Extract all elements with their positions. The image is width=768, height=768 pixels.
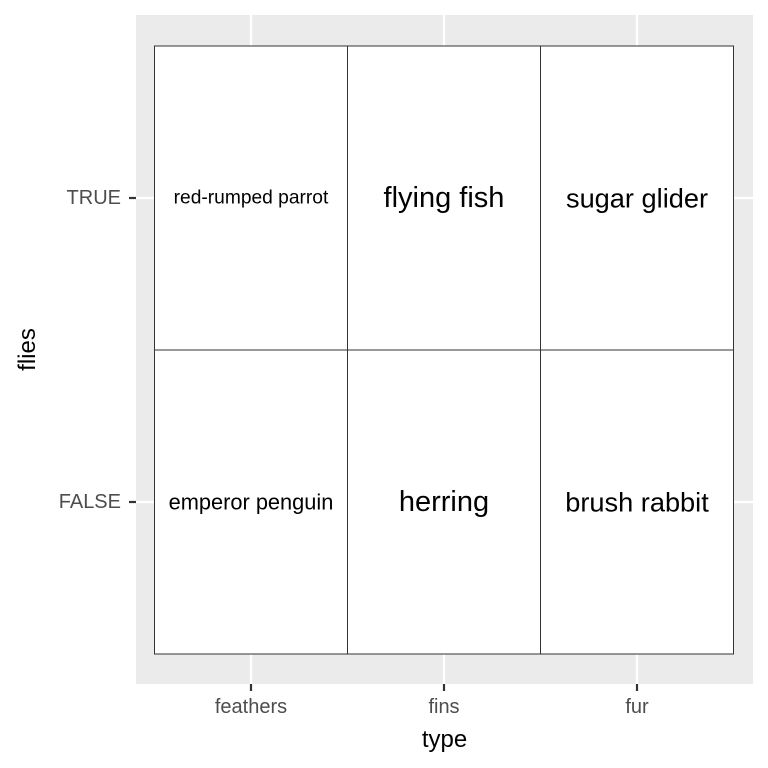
tile-fur-TRUE xyxy=(540,45,734,351)
tile-fur-FALSE xyxy=(540,349,734,655)
x-axis: feathers fins fur xyxy=(215,684,649,718)
tiles: red-rumped parrot flying fish sugar glider… xyxy=(154,45,734,655)
cell-label: emperor penguin xyxy=(169,490,334,515)
cell-label: flying fish xyxy=(384,182,505,214)
x-tick-label: fur xyxy=(625,696,649,718)
tile-fins-TRUE xyxy=(347,45,541,351)
x-tick-label: feathers xyxy=(215,696,287,718)
x-tick-label: fins xyxy=(428,696,459,718)
y-tick-label: TRUE xyxy=(67,187,121,209)
cell-label: red-rumped parrot xyxy=(174,188,329,209)
cell-label: herring xyxy=(399,486,489,518)
x-axis-title: type xyxy=(422,726,467,753)
cell-label: sugar glider xyxy=(566,183,708,214)
tile-feathers-TRUE xyxy=(154,45,348,351)
y-axis: TRUE FALSE xyxy=(59,187,136,513)
y-tick-label: FALSE xyxy=(59,491,121,513)
y-axis-title: flies xyxy=(14,328,41,371)
cell-label: brush rabbit xyxy=(565,487,709,518)
